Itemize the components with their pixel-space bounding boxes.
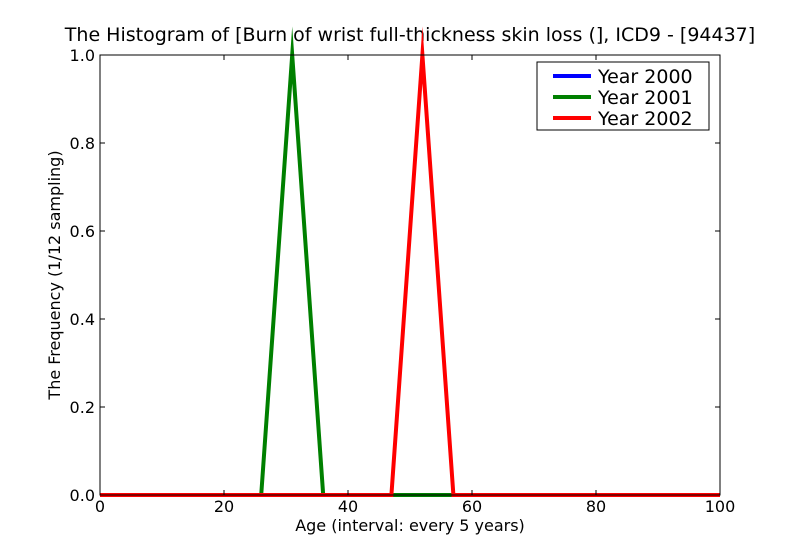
x-tick-label: 20 bbox=[214, 497, 234, 516]
x-axis-label: Age (interval: every 5 years) bbox=[295, 516, 525, 535]
y-tick-label: 0.2 bbox=[70, 398, 95, 417]
plot-frame bbox=[99, 54, 721, 496]
y-axis-label: The Frequency (1/12 sampling) bbox=[45, 150, 64, 400]
y-tick-label: 0.4 bbox=[70, 310, 95, 329]
ticks-layer: 0 20 40 60 80 100 0.0 0.2 0.4 0.6 0.8 1.0 bbox=[70, 46, 736, 516]
x-tick-label: 0 bbox=[95, 497, 105, 516]
y-tick-label: 1.0 bbox=[70, 46, 95, 65]
legend-label-3: Year 2002 bbox=[597, 108, 693, 130]
legend-label-1: Year 2000 bbox=[597, 66, 693, 88]
chart-title: The Histogram of [Burn of wrist full-thi… bbox=[64, 24, 755, 46]
x-tick-label: 60 bbox=[462, 497, 482, 516]
x-tick-label: 100 bbox=[705, 497, 736, 516]
legend-label-2: Year 2001 bbox=[597, 87, 693, 109]
y-tick-label: 0.0 bbox=[70, 486, 95, 505]
x-tick-label: 40 bbox=[338, 497, 358, 516]
y-tick-label: 0.8 bbox=[70, 134, 95, 153]
y-tick-label: 0.6 bbox=[70, 222, 95, 241]
x-tick-label: 80 bbox=[586, 497, 606, 516]
